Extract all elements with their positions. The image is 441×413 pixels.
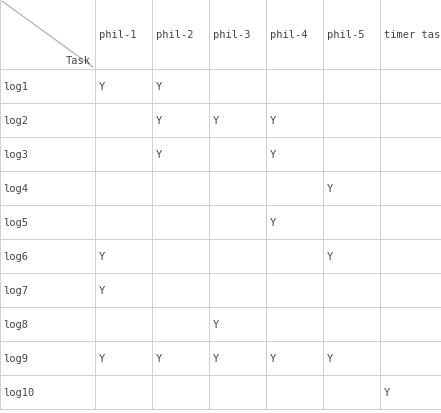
Text: phil-1: phil-1: [99, 30, 137, 40]
Text: log4: log4: [3, 183, 28, 194]
Text: phil-3: phil-3: [213, 30, 250, 40]
Text: Y: Y: [156, 150, 162, 159]
Text: Y: Y: [384, 387, 390, 397]
Text: Task: Task: [66, 56, 91, 66]
Text: Y: Y: [99, 353, 105, 363]
Text: Y: Y: [99, 285, 105, 295]
Text: Y: Y: [270, 150, 276, 159]
Text: Y: Y: [270, 116, 276, 126]
Text: log6: log6: [3, 252, 28, 261]
Text: Y: Y: [156, 82, 162, 92]
Text: Y: Y: [99, 82, 105, 92]
Text: log1: log1: [3, 82, 28, 92]
Text: phil-5: phil-5: [327, 30, 365, 40]
Text: phil-2: phil-2: [156, 30, 194, 40]
Text: Y: Y: [213, 353, 219, 363]
Text: Y: Y: [99, 252, 105, 261]
Text: phil-4: phil-4: [270, 30, 307, 40]
Text: Y: Y: [156, 116, 162, 126]
Text: Y: Y: [270, 353, 276, 363]
Text: Y: Y: [327, 252, 333, 261]
Text: log7: log7: [3, 285, 28, 295]
Text: Y: Y: [327, 183, 333, 194]
Text: log8: log8: [3, 319, 28, 329]
Text: log9: log9: [3, 353, 28, 363]
Text: log3: log3: [3, 150, 28, 159]
Text: log5: log5: [3, 218, 28, 228]
Text: Y: Y: [270, 218, 276, 228]
Text: log10: log10: [3, 387, 34, 397]
Text: Y: Y: [156, 353, 162, 363]
Text: Y: Y: [213, 319, 219, 329]
Text: log2: log2: [3, 116, 28, 126]
Text: timer task: timer task: [384, 30, 441, 40]
Text: Y: Y: [213, 116, 219, 126]
Text: Y: Y: [327, 353, 333, 363]
